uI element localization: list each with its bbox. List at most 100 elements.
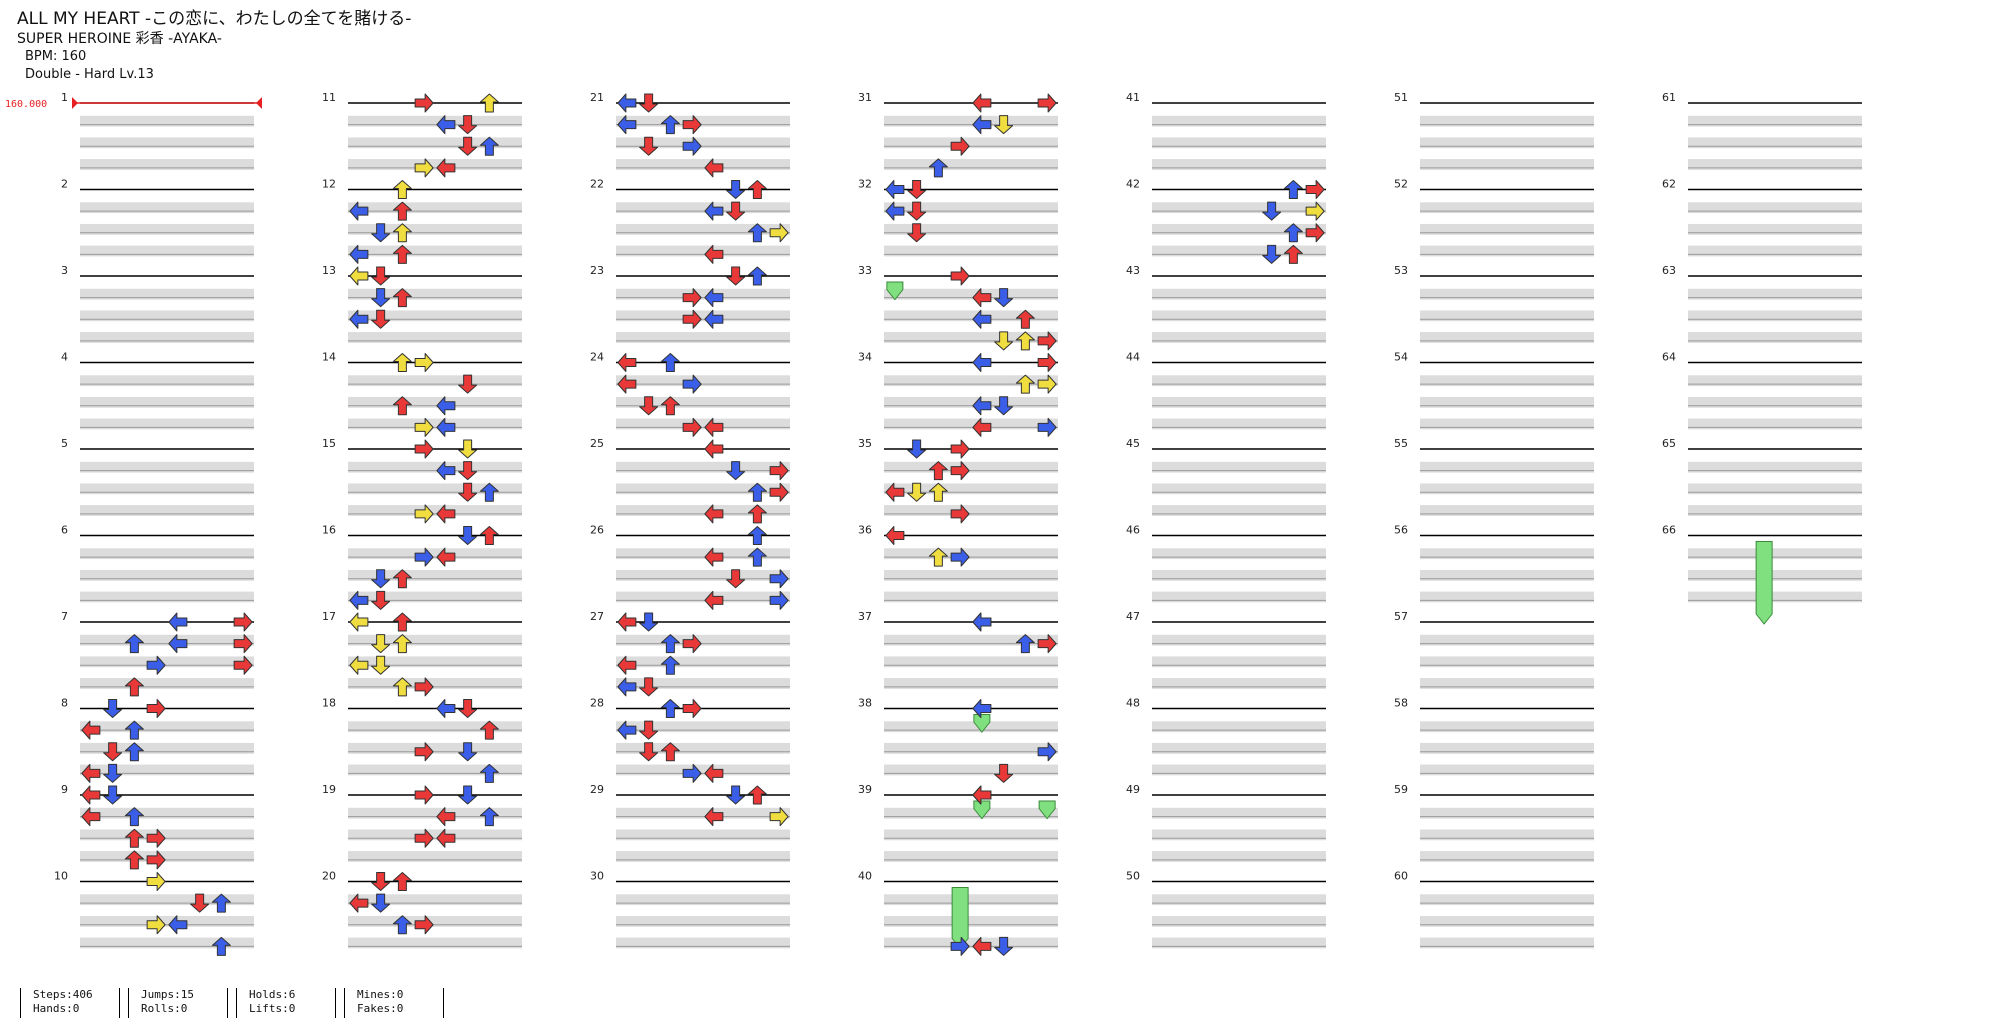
beat-band <box>884 137 1058 149</box>
arrow-note-left <box>704 504 724 524</box>
arrow-note-down <box>639 720 659 740</box>
measure: 22 <box>590 178 790 257</box>
arrow-note-up <box>928 158 948 178</box>
measure: 3 <box>61 264 254 343</box>
arrow-note-left <box>436 504 456 524</box>
arrow-note-left <box>885 526 905 545</box>
beat-band <box>80 159 254 170</box>
beat-band <box>884 807 1058 819</box>
beat-band <box>1420 202 1594 214</box>
beat-band <box>616 937 790 949</box>
beat-band <box>1420 310 1594 322</box>
beat-band <box>80 332 254 343</box>
arrow-note-right <box>1037 353 1057 372</box>
arrow-note-right <box>414 915 434 935</box>
beat-band <box>348 721 522 733</box>
beat-band <box>884 764 1058 776</box>
measure: 63 <box>1662 264 1862 343</box>
beat-band <box>1688 418 1862 430</box>
arrow-note-up <box>1015 634 1035 654</box>
arrow-note-down <box>994 763 1014 783</box>
arrow-note-right <box>950 547 970 567</box>
arrow-note-right <box>950 504 970 524</box>
beat-band <box>348 202 522 214</box>
beat-band <box>1420 245 1594 257</box>
arrow-note-right <box>414 417 434 437</box>
beat-band <box>616 288 790 300</box>
beat-band <box>1420 159 1594 170</box>
beat-band <box>884 223 1058 235</box>
measure: 66 <box>1662 524 1862 603</box>
beat-band <box>348 678 522 689</box>
measure: 2 <box>61 178 254 257</box>
arrow-note-up <box>392 244 412 264</box>
arrow-note-right <box>233 655 253 675</box>
beat-band <box>884 418 1058 430</box>
beat-band <box>616 894 790 906</box>
beat-band <box>1420 396 1594 408</box>
arrow-note-right <box>682 136 702 156</box>
beat-band <box>616 591 790 603</box>
arrow-note-up <box>392 353 412 372</box>
arrow-note-left <box>436 461 456 481</box>
measure-number: 20 <box>322 870 336 883</box>
arrow-note-up <box>479 720 499 740</box>
arrow-note-left <box>436 158 456 178</box>
arrow-note-left <box>885 482 905 502</box>
beat-band <box>1152 375 1326 387</box>
arrow-note-up <box>747 785 767 805</box>
arrow-note-up <box>392 180 412 199</box>
beat-band <box>1688 137 1862 149</box>
beat-band <box>1152 159 1326 170</box>
measure: 52 <box>1394 178 1594 257</box>
measure: 59 <box>1394 783 1594 862</box>
arrow-note-up <box>928 547 948 567</box>
measure-number: 6 <box>61 524 68 537</box>
arrow-note-left <box>972 417 992 437</box>
arrow-note-left <box>349 590 369 610</box>
beat-band <box>616 851 790 862</box>
arrow-note-down <box>639 677 659 697</box>
arrow-note-down <box>994 396 1014 416</box>
arrow-note-right <box>1305 201 1325 221</box>
beat-band <box>616 807 790 819</box>
arrow-note-left <box>704 807 724 827</box>
arrow-note-down <box>726 785 746 805</box>
beat-band <box>348 288 522 300</box>
measure: 47 <box>1126 610 1326 689</box>
arrow-note-up <box>747 223 767 243</box>
stats-col-4: Mines:0 Fakes:0 <box>344 988 444 1018</box>
beat-band <box>1420 851 1594 862</box>
arrow-note-left <box>81 763 101 783</box>
beat-band <box>616 375 790 387</box>
arrow-note-right <box>1037 93 1057 113</box>
arrow-note-left <box>704 309 724 329</box>
arrow-note-up <box>392 872 412 891</box>
measure-number: 25 <box>590 437 604 450</box>
beat-band <box>1152 505 1326 516</box>
arrow-note-up <box>1015 331 1035 351</box>
measure-number: 4 <box>61 351 68 364</box>
hold-body <box>973 800 991 820</box>
arrow-note-left <box>617 374 637 394</box>
measure-number: 62 <box>1662 178 1676 191</box>
measure: 9 <box>61 783 254 862</box>
beat-band <box>616 396 790 408</box>
arrow-note-down <box>907 439 927 459</box>
arrow-note-down <box>907 180 927 199</box>
beat-band <box>348 851 522 862</box>
beat-band <box>348 223 522 235</box>
arrow-note-left <box>972 288 992 308</box>
measure: 20 <box>322 870 522 949</box>
measure: 42 <box>1126 178 1326 257</box>
arrow-note-right <box>950 266 970 286</box>
arrow-note-left <box>617 115 637 135</box>
measure: 31 <box>858 91 1058 170</box>
measure-number: 54 <box>1394 351 1408 364</box>
beat-band <box>348 829 522 841</box>
measure-number: 22 <box>590 178 604 191</box>
measure-number: 33 <box>858 264 872 277</box>
arrow-note-right <box>682 288 702 308</box>
measure: 34 <box>858 351 1058 430</box>
